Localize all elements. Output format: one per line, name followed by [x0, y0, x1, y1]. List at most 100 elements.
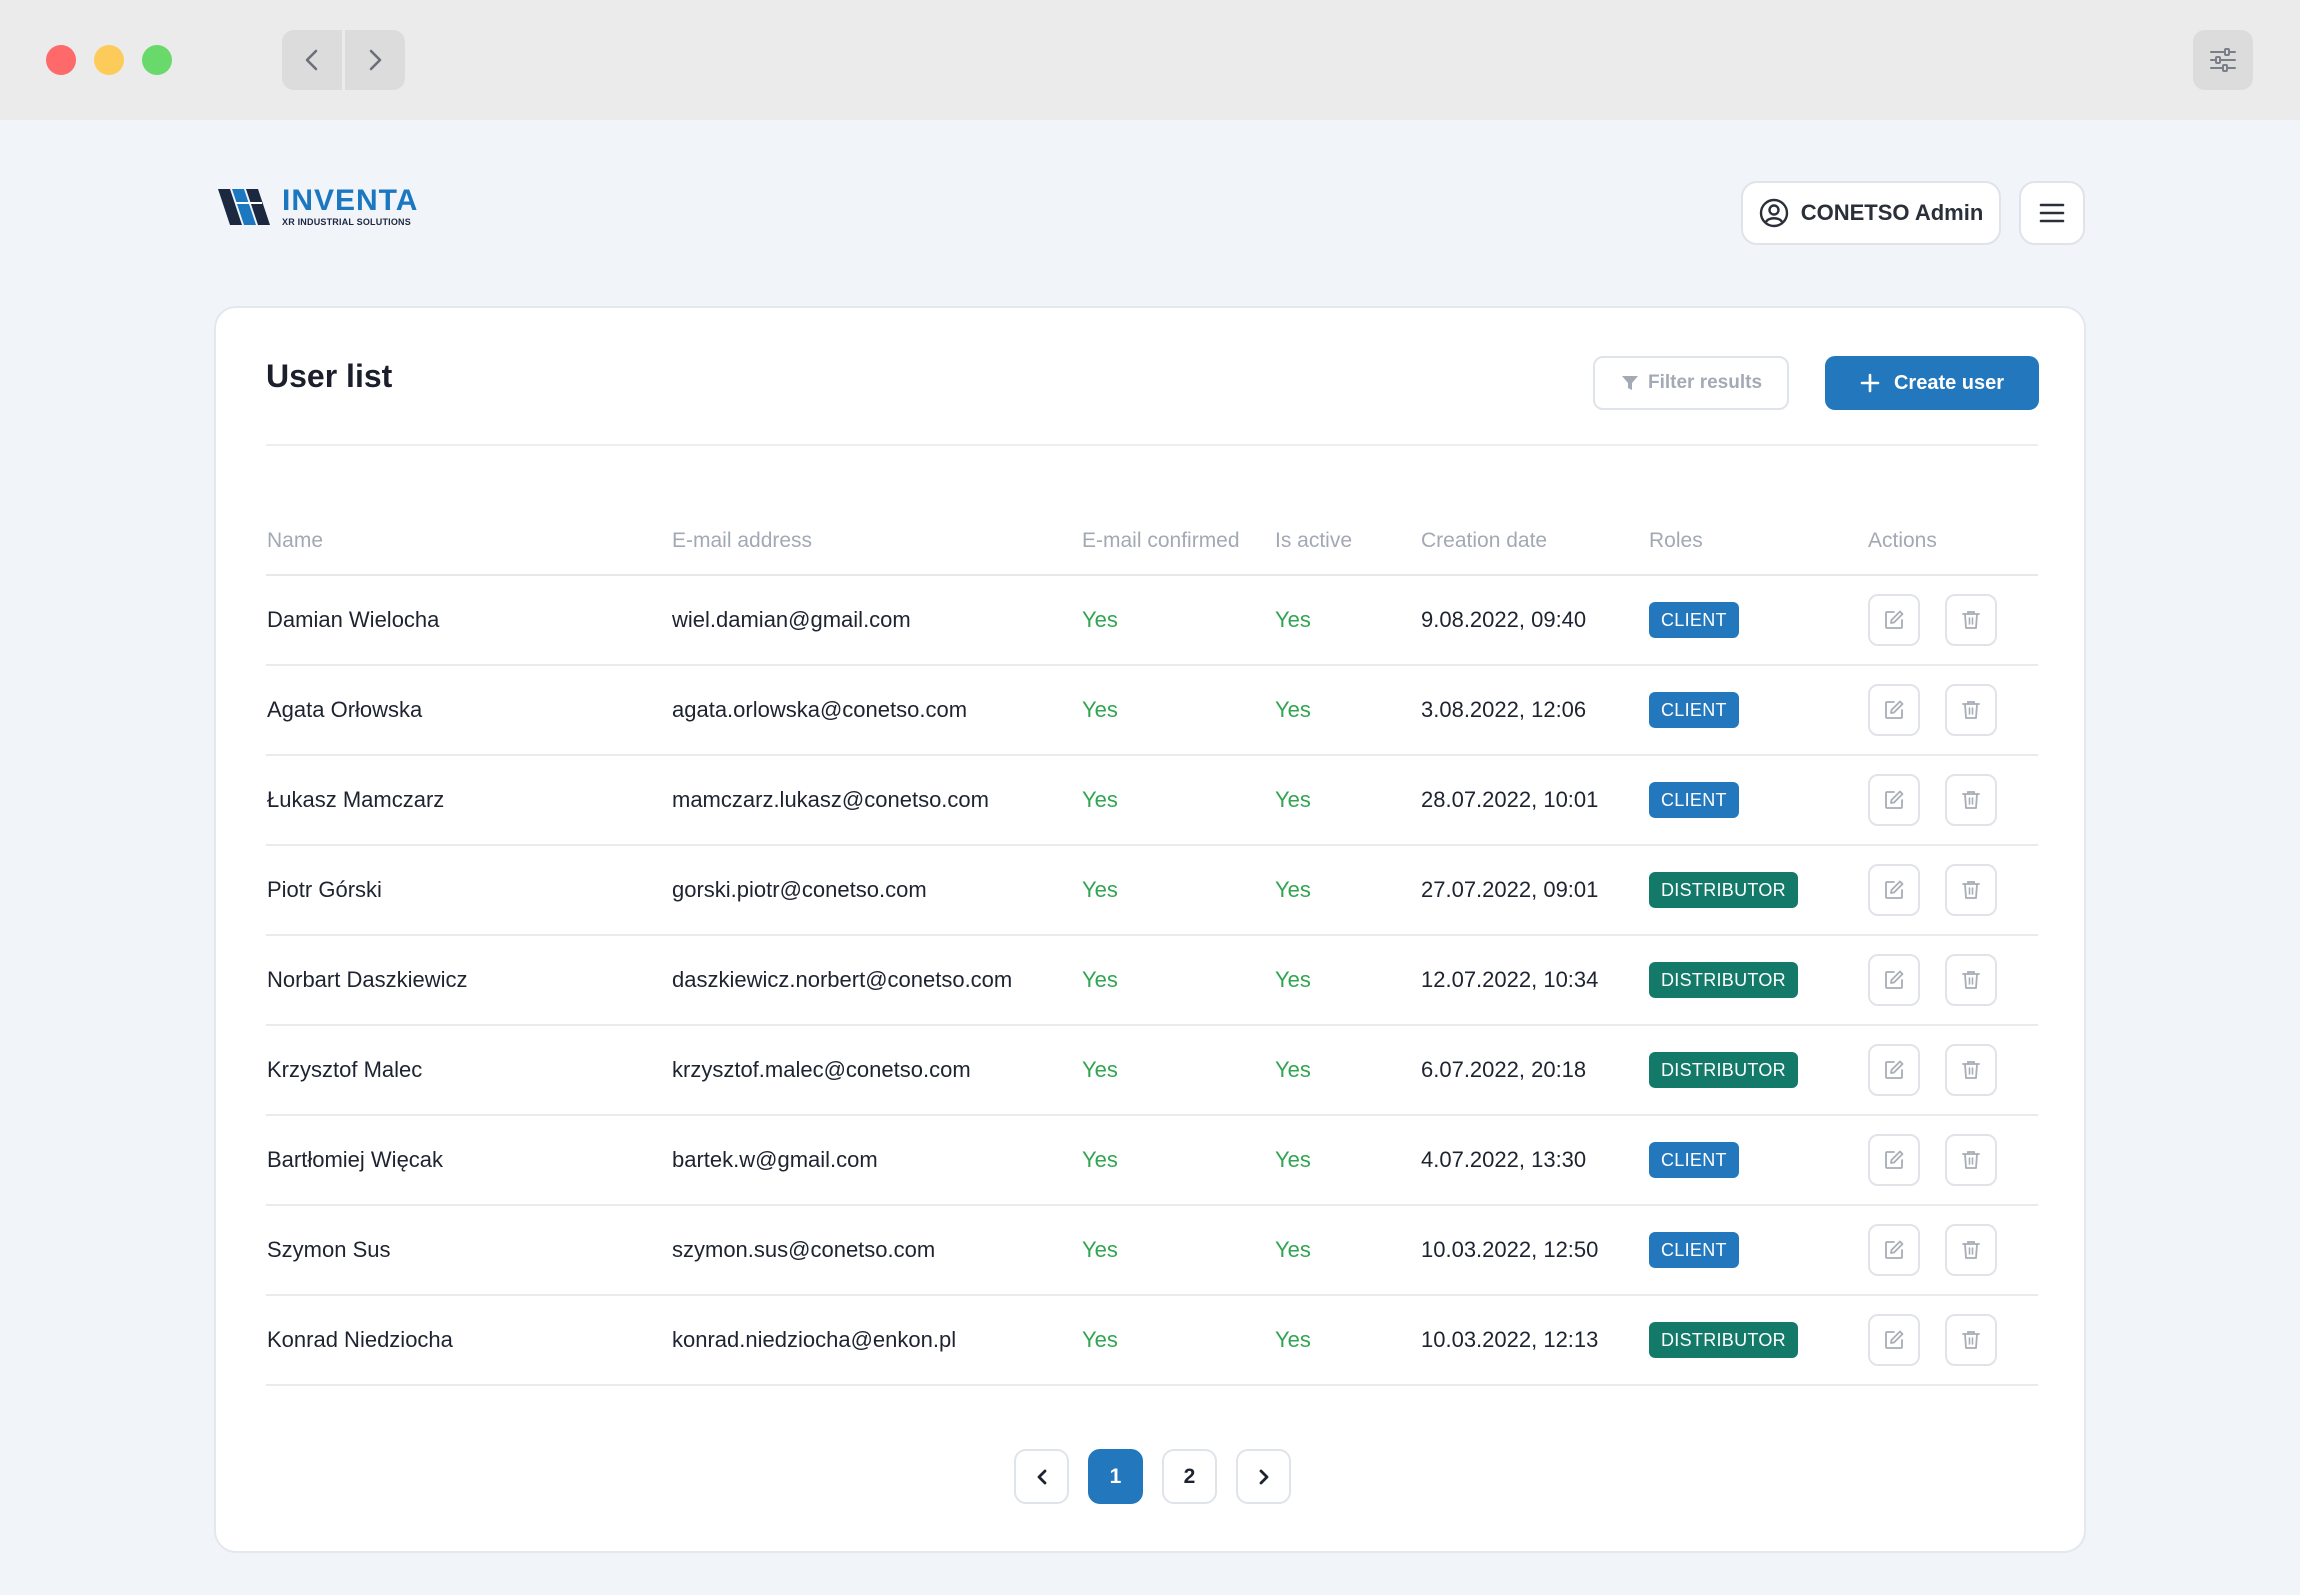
next-page-button[interactable] [1236, 1449, 1291, 1504]
table-row: Agata Orłowska agata.orlowska@conetso.com… [266, 666, 2038, 756]
cell-name: Krzysztof Malec [267, 1057, 423, 1082]
trash-icon [1962, 1151, 1980, 1169]
role-badge: CLIENT [1649, 602, 1739, 638]
cell-email: krzysztof.malec@conetso.com [672, 1057, 971, 1082]
table-row: Piotr Górski gorski.piotr@conetso.com Yes Y… [266, 846, 2038, 936]
browser-forward-button[interactable] [345, 30, 405, 90]
cell-roles: DISTRIBUTOR [1649, 1052, 1868, 1088]
account-name: CONETSO Admin [1800, 200, 1984, 225]
sliders-icon [2210, 48, 2236, 72]
role-badge: DISTRIBUTOR [1649, 962, 1798, 998]
edit-user-button[interactable] [1868, 1134, 1920, 1186]
edit-user-button[interactable] [1868, 864, 1920, 916]
cell-email-confirmed: Yes [1082, 967, 1118, 992]
trash-icon [1962, 701, 1980, 719]
prev-page-button[interactable] [1014, 1449, 1069, 1504]
user-list-card: User list Filter results Create user Nam… [214, 306, 2086, 1553]
cell-email-confirmed: Yes [1082, 607, 1118, 632]
cell-actions [1868, 1134, 2038, 1186]
cell-is-active: Yes [1275, 607, 1311, 632]
cell-creation-date: 10.03.2022, 12:50 [1421, 1237, 1599, 1262]
hamburger-menu-button[interactable] [2019, 181, 2085, 245]
edit-user-button[interactable] [1868, 954, 1920, 1006]
role-badge: CLIENT [1649, 1232, 1739, 1268]
cell-name: Norbart Daszkiewicz [267, 967, 468, 992]
edit-icon [1885, 1240, 1904, 1259]
cell-email: agata.orlowska@conetso.com [672, 697, 968, 722]
browser-settings-button[interactable] [2193, 30, 2253, 90]
funnel-icon [1621, 376, 1638, 390]
cell-creation-date: 10.03.2022, 12:13 [1421, 1327, 1599, 1352]
cell-email-confirmed: Yes [1082, 877, 1118, 902]
filter-results-button[interactable]: Filter results [1593, 356, 1789, 410]
edit-user-button[interactable] [1868, 774, 1920, 826]
trash-icon [1962, 971, 1980, 989]
edit-icon [1885, 610, 1904, 629]
cell-roles: CLIENT [1649, 602, 1868, 638]
table-row: Krzysztof Malec krzysztof.malec@conetso.c… [266, 1026, 2038, 1116]
cell-is-active: Yes [1275, 1147, 1311, 1172]
maximize-window-dot[interactable] [142, 45, 172, 75]
delete-user-button[interactable] [1945, 684, 1997, 736]
user-table: Name E-mail address E-mail confirmed Is … [266, 508, 2038, 1386]
delete-user-button[interactable] [1945, 774, 1997, 826]
cell-email: mamczarz.lukasz@conetso.com [672, 787, 989, 812]
edit-user-button[interactable] [1868, 594, 1920, 646]
user-circle-icon [1759, 198, 1788, 228]
cell-name: Konrad Niedziocha [267, 1327, 453, 1352]
trash-icon [1962, 1241, 1980, 1259]
table-header: Name E-mail address E-mail confirmed Is … [266, 508, 2038, 576]
delete-user-button[interactable] [1945, 594, 1997, 646]
column-header-roles: Roles [1649, 529, 1703, 552]
create-user-button[interactable]: Create user [1825, 356, 2039, 410]
account-button[interactable]: CONETSO Admin [1741, 181, 2001, 245]
edit-user-button[interactable] [1868, 1314, 1920, 1366]
delete-user-button[interactable] [1945, 1134, 1997, 1186]
cell-roles: DISTRIBUTOR [1649, 872, 1868, 908]
role-badge: CLIENT [1649, 692, 1739, 728]
cell-roles: DISTRIBUTOR [1649, 1322, 1868, 1358]
cell-actions [1868, 1314, 2038, 1366]
inventa-logo-mark-icon [218, 189, 270, 225]
cell-creation-date: 27.07.2022, 09:01 [1421, 877, 1599, 902]
cell-creation-date: 28.07.2022, 10:01 [1421, 787, 1599, 812]
logo-name: INVENTA [282, 184, 419, 217]
page-1-button[interactable]: 1 [1088, 1449, 1143, 1504]
edit-user-button[interactable] [1868, 1224, 1920, 1276]
cell-email: szymon.sus@conetso.com [672, 1237, 936, 1262]
cell-actions [1868, 594, 2038, 646]
table-body: Damian Wielocha wiel.damian@gmail.com Yes Y… [266, 576, 2038, 1386]
cell-is-active: Yes [1275, 1327, 1311, 1352]
browser-back-button[interactable] [282, 30, 342, 90]
cell-is-active: Yes [1275, 787, 1311, 812]
role-badge: DISTRIBUTOR [1649, 1052, 1798, 1088]
trash-icon [1962, 881, 1980, 899]
delete-user-button[interactable] [1945, 1314, 1997, 1366]
minimize-window-dot[interactable] [94, 45, 124, 75]
delete-user-button[interactable] [1945, 1044, 1997, 1096]
close-window-dot[interactable] [46, 45, 76, 75]
page-2-button[interactable]: 2 [1162, 1449, 1217, 1504]
cell-name: Szymon Sus [267, 1237, 391, 1262]
cell-roles: CLIENT [1649, 1142, 1868, 1178]
edit-user-button[interactable] [1868, 684, 1920, 736]
delete-user-button[interactable] [1945, 1224, 1997, 1276]
edit-icon [1885, 790, 1904, 809]
chevron-right-icon [1259, 1469, 1268, 1484]
browser-chrome [0, 0, 2300, 120]
delete-user-button[interactable] [1945, 864, 1997, 916]
header-divider [266, 444, 2038, 446]
pagination: 1 2 [1014, 1449, 1291, 1504]
delete-user-button[interactable] [1945, 954, 1997, 1006]
edit-user-button[interactable] [1868, 1044, 1920, 1096]
cell-email: daszkiewicz.norbert@conetso.com [672, 967, 1013, 992]
column-header-actions: Actions [1868, 529, 1937, 552]
edit-icon [1885, 880, 1904, 899]
inventa-logo[interactable]: INVENTA XR INDUSTRIAL SOLUTIONS [216, 182, 426, 232]
edit-icon [1885, 700, 1904, 719]
cell-actions [1868, 1044, 2038, 1096]
cell-creation-date: 12.07.2022, 10:34 [1421, 967, 1599, 992]
cell-email-confirmed: Yes [1082, 1147, 1118, 1172]
cell-is-active: Yes [1275, 967, 1311, 992]
table-row: Norbart Daszkiewicz daszkiewicz.norbert@c… [266, 936, 2038, 1026]
